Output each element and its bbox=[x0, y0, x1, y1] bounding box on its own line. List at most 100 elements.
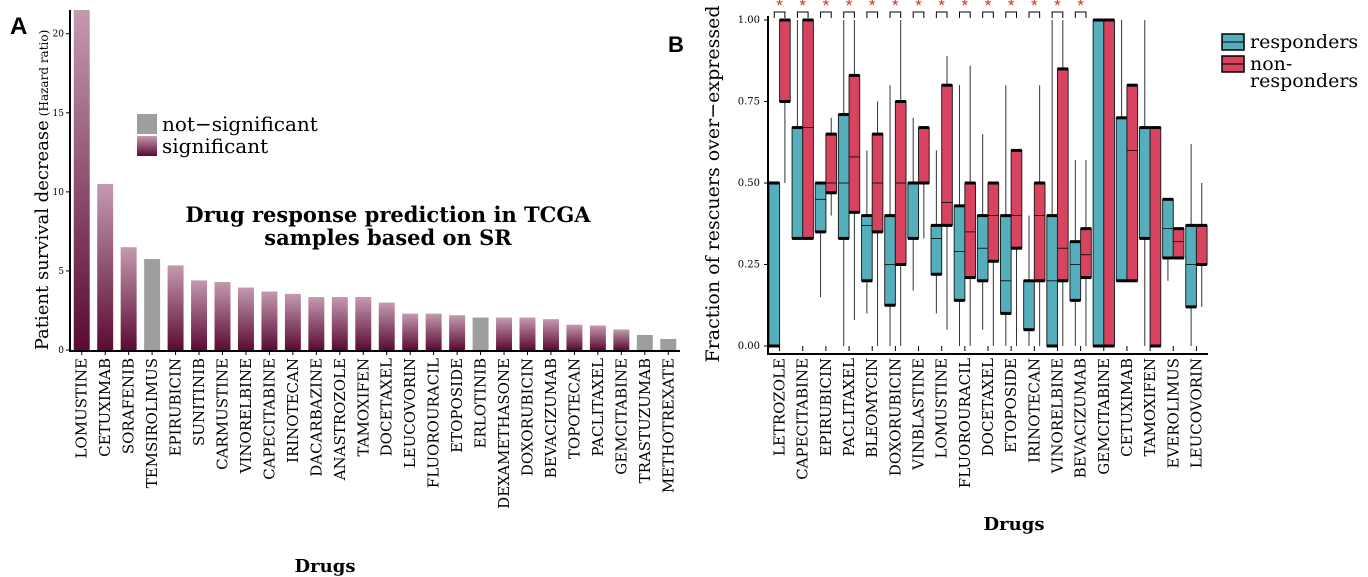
significance-star: * bbox=[1077, 0, 1084, 15]
box-responders bbox=[1116, 118, 1127, 281]
y-tick-label: 0.75 bbox=[738, 97, 760, 108]
x-tick-label: ETOPOSIDE bbox=[448, 358, 466, 453]
box-responders bbox=[1024, 281, 1035, 330]
x-tick-label: CARMUSTINE bbox=[214, 358, 232, 470]
y-axis-label-text: Patient survival decrease bbox=[32, 120, 53, 350]
x-axis-label: Drugs bbox=[295, 556, 356, 577]
bar bbox=[238, 288, 254, 350]
bar bbox=[426, 314, 442, 350]
box-non-responders bbox=[849, 75, 860, 212]
y-tick-label: 0.50 bbox=[738, 178, 760, 189]
x-tick-label: BEVACIZUMAB bbox=[1072, 358, 1090, 478]
box-non-responders bbox=[1057, 69, 1068, 281]
box-responders bbox=[908, 183, 919, 238]
bar bbox=[520, 318, 536, 350]
box-plot-panel: 0.00 0.25 0.50 0.75 1.00 LETROZOLE CAPECITABI… bbox=[702, 0, 1358, 535]
bar bbox=[449, 315, 465, 350]
box-responders bbox=[885, 216, 896, 306]
bar bbox=[285, 294, 301, 350]
bar bbox=[566, 325, 582, 350]
significance-star: * bbox=[846, 0, 853, 15]
x-tick-label: LETROZOLE bbox=[771, 358, 789, 456]
x-tick-label: TOPOTECAN bbox=[565, 358, 583, 459]
x-tick-label: VINORELBINE bbox=[1048, 358, 1066, 474]
x-tick-label: PACLITAXEL bbox=[840, 358, 858, 457]
significance-star: * bbox=[962, 0, 969, 15]
x-tick-label: CAPECITABINE bbox=[794, 358, 812, 480]
bar bbox=[543, 319, 559, 350]
x-tick-label: DEXAMETHASONE bbox=[495, 358, 513, 509]
significance-star: * bbox=[1008, 0, 1015, 15]
legend-label-significant: significant bbox=[162, 134, 268, 158]
bar bbox=[121, 247, 137, 350]
y-tick-label: 0.00 bbox=[738, 341, 760, 352]
x-tick-label: CETUXIMAB bbox=[96, 358, 114, 457]
x-tick-label: VINORELBINE bbox=[237, 358, 255, 474]
significance-star: * bbox=[1054, 0, 1061, 15]
x-tick-label: ERLOTINIB bbox=[472, 358, 490, 449]
x-tick-label: LOMUSTINE bbox=[73, 358, 91, 459]
box-series bbox=[769, 20, 1207, 346]
box-responders bbox=[838, 115, 849, 239]
y-tick-label: 20 bbox=[53, 30, 65, 40]
legend: responders non-responders bbox=[1222, 31, 1358, 92]
significance-star: * bbox=[938, 0, 945, 15]
x-tick-label: IRINOTECAN bbox=[284, 358, 302, 463]
y-axis-ticks: 0.00 0.25 0.50 0.75 1.00 bbox=[738, 15, 768, 352]
significance-star: * bbox=[776, 0, 783, 15]
legend: not−significant significant bbox=[137, 112, 318, 158]
bar bbox=[496, 318, 512, 350]
x-tick-label: SORAFENIB bbox=[120, 358, 138, 454]
x-tick-label: DOCETAXEL bbox=[979, 358, 997, 456]
y-axis-label: Fraction of rescuers over−expressed bbox=[702, 5, 724, 362]
bar bbox=[144, 259, 160, 350]
bar bbox=[191, 280, 207, 350]
box-responders bbox=[792, 128, 803, 239]
x-tick-label: DOCETAXEL bbox=[378, 358, 396, 456]
y-tick-label: 10 bbox=[53, 188, 65, 198]
box-non-responders bbox=[780, 20, 791, 102]
significance-star: * bbox=[985, 0, 992, 15]
box-non-responders bbox=[1011, 150, 1022, 248]
box-non-responders bbox=[1196, 225, 1207, 264]
x-tick-label: LEUCOVORIN bbox=[1187, 358, 1205, 468]
bar bbox=[332, 297, 348, 350]
legend-label-responders: responders bbox=[1250, 31, 1358, 53]
x-tick-label: BEVACIZUMAB bbox=[542, 358, 560, 478]
box-non-responders bbox=[1173, 229, 1184, 258]
x-tick-label: TEMSIROLIMUS bbox=[143, 358, 161, 488]
significance-star: * bbox=[799, 0, 806, 15]
x-tick-label: ETOPOSIDE bbox=[1002, 358, 1020, 453]
significance-star: * bbox=[892, 0, 899, 15]
x-tick-label: EVEROLIMUS bbox=[1164, 358, 1182, 469]
box-non-responders bbox=[803, 20, 814, 238]
box-responders bbox=[1070, 242, 1081, 301]
y-tick-label: 0.25 bbox=[738, 260, 760, 271]
box-responders bbox=[815, 183, 826, 232]
significance-markers: * * * * * * * * * * * * * * bbox=[774, 0, 1086, 18]
bar bbox=[590, 325, 606, 350]
bar bbox=[97, 184, 113, 350]
bar bbox=[402, 314, 418, 350]
x-axis-label: Drugs bbox=[984, 514, 1045, 535]
box-responders bbox=[769, 183, 780, 346]
y-tick-label: 5 bbox=[58, 267, 64, 277]
chart-title-line-2: samples based on SR bbox=[264, 225, 512, 250]
bar bbox=[261, 291, 277, 350]
bar bbox=[355, 297, 371, 350]
x-tick-label: EPIRUBICIN bbox=[167, 358, 185, 456]
x-tick-label: TAMOXIFEN bbox=[354, 358, 372, 457]
box-non-responders bbox=[826, 134, 837, 193]
box-non-responders bbox=[965, 183, 976, 278]
box-non-responders bbox=[1127, 85, 1138, 281]
x-axis-ticks: LOMUSTINE CETUXIMAB SORAFENIB TEMSIROLIMUS E… bbox=[73, 350, 678, 509]
bar bbox=[168, 265, 184, 350]
x-tick-label: CAPECITABINE bbox=[260, 358, 278, 480]
legend-label-non-responders-line-2: responders bbox=[1250, 70, 1358, 92]
bar bbox=[74, 10, 90, 350]
box-responders bbox=[1093, 20, 1104, 346]
y-tick-label: 1.00 bbox=[738, 15, 760, 26]
x-tick-label: LOMUSTINE bbox=[933, 358, 951, 459]
chart-title-line-1: Drug response prediction in TCGA bbox=[185, 202, 591, 227]
box-non-responders bbox=[1034, 183, 1045, 281]
